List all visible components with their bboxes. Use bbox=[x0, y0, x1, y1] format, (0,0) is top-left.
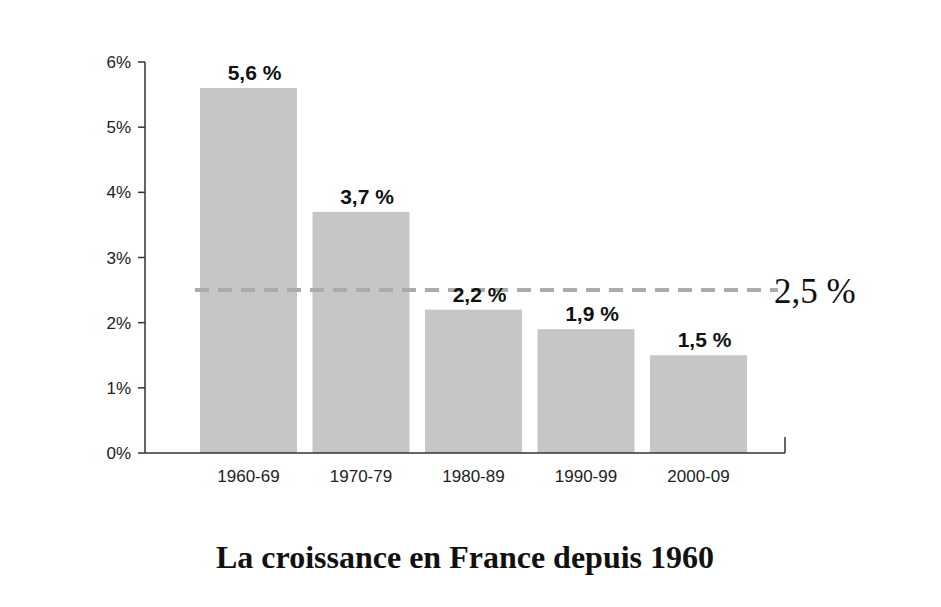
bar bbox=[313, 212, 410, 453]
x-tick-label: 1960-69 bbox=[217, 467, 279, 486]
bar bbox=[425, 310, 522, 453]
y-tick bbox=[138, 387, 145, 389]
chart-container: 2,5 % 0% 1% 2% 3% 4% 5% 6% 1960-69 1970-79 1980-89… bbox=[0, 0, 941, 607]
x-tick-label: 1990-99 bbox=[555, 467, 617, 486]
x-tick-label: 2000-09 bbox=[667, 467, 729, 486]
bars bbox=[200, 88, 747, 453]
title: La croissance en France depuis 1960 bbox=[216, 539, 714, 575]
data-label: 1,9 % bbox=[565, 302, 619, 325]
bar bbox=[650, 355, 747, 453]
y-tick-label: 4% bbox=[106, 183, 131, 202]
y-tick-label: 1% bbox=[106, 379, 131, 398]
reference-label: 2,5 % bbox=[774, 272, 856, 311]
y-tick-label: 5% bbox=[106, 118, 131, 137]
x-axis bbox=[145, 452, 785, 454]
data-label: 1,5 % bbox=[678, 328, 732, 351]
y-tick-label: 0% bbox=[106, 444, 131, 463]
data-label: 5,6 % bbox=[228, 61, 282, 84]
y-tick-label: 6% bbox=[106, 53, 131, 72]
data-label: 2,2 % bbox=[453, 283, 507, 306]
x-axis-end bbox=[784, 437, 786, 453]
bar bbox=[200, 88, 297, 453]
y-tick bbox=[138, 126, 145, 128]
chart-svg: 2,5 % 0% 1% 2% 3% 4% 5% 6% 1960-69 1970-79 1980-89… bbox=[0, 0, 941, 607]
y-tick bbox=[138, 257, 145, 259]
y-tick-label: 3% bbox=[106, 249, 131, 268]
x-tick-label: 1970-79 bbox=[330, 467, 392, 486]
x-tick-label: 1980-89 bbox=[442, 467, 504, 486]
y-tick bbox=[138, 61, 145, 63]
y-tick bbox=[138, 452, 145, 454]
y-tick bbox=[138, 322, 145, 324]
y-tick bbox=[138, 192, 145, 194]
y-tick-label: 2% bbox=[106, 314, 131, 333]
data-label: 3,7 % bbox=[340, 185, 394, 208]
bar bbox=[538, 329, 635, 453]
